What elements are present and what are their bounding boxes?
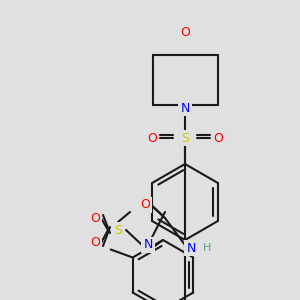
Text: O: O bbox=[90, 212, 100, 224]
Text: N: N bbox=[143, 238, 153, 251]
Text: O: O bbox=[147, 131, 157, 145]
Text: S: S bbox=[114, 224, 122, 236]
Text: N: N bbox=[180, 101, 190, 115]
Text: O: O bbox=[180, 26, 190, 38]
Text: O: O bbox=[140, 199, 150, 212]
Text: S: S bbox=[181, 131, 189, 145]
Text: H: H bbox=[203, 243, 211, 253]
Text: O: O bbox=[90, 236, 100, 250]
Text: O: O bbox=[213, 131, 223, 145]
Text: N: N bbox=[186, 242, 196, 254]
